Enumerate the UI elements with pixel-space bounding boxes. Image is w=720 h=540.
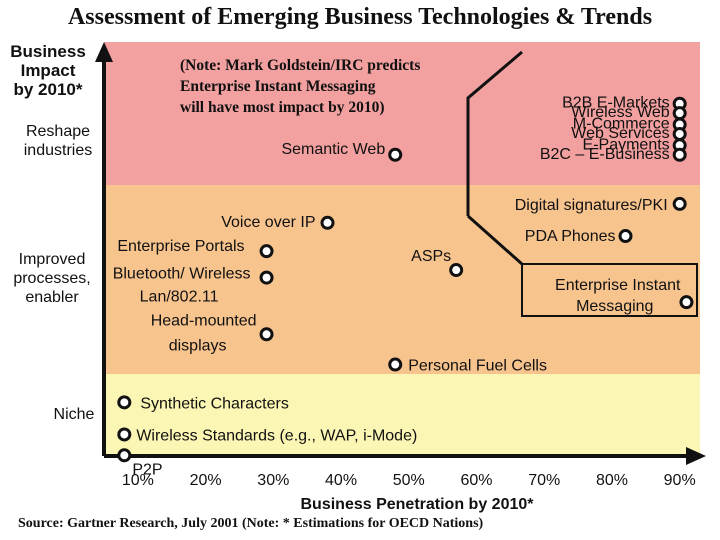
data-point: [259, 327, 274, 342]
data-point: [672, 147, 687, 162]
x-tick-label: 30%: [257, 472, 289, 489]
x-axis-title: Business Penetration by 2010*: [301, 496, 535, 513]
x-tick-label: 60%: [460, 472, 492, 489]
point-label: Lan/802.11: [140, 289, 219, 306]
data-point: [618, 229, 633, 244]
data-point: [672, 196, 687, 211]
data-point: [388, 357, 403, 372]
x-tick-label: 20%: [190, 472, 222, 489]
annotation-note-line: (Note: Mark Goldstein/IRC predicts: [180, 57, 420, 74]
x-tick-label: 10%: [122, 472, 154, 489]
y-category-line: enabler: [25, 289, 79, 306]
point-label: Voice over IP: [221, 214, 315, 231]
y-category-line: Reshape: [25, 123, 91, 140]
point-label: Synthetic Characters: [140, 395, 289, 412]
source-footnote: Source: Gartner Research, July 2001 (Not…: [18, 516, 484, 531]
point-label: Personal Fuel Cells: [408, 358, 547, 375]
y-axis-arrow: [95, 42, 113, 62]
annotation-note-line: Enterprise Instant Messaging: [180, 78, 376, 95]
callout-connector: [467, 214, 523, 266]
point-label: Web Services: [571, 125, 669, 142]
point-label: B2C – E-Business: [540, 146, 670, 163]
x-tick-label: 80%: [596, 472, 628, 489]
point-label: PDA Phones: [525, 228, 616, 245]
y-category-line: industries: [23, 142, 93, 159]
point-label: P2P: [132, 461, 162, 478]
data-point: [259, 244, 274, 259]
point-label: Wireless Web: [571, 104, 669, 121]
point-label: B2B E-Markets: [562, 95, 670, 112]
y-axis-title: Business Impact by 2010*: [2, 42, 94, 99]
y-category-line: Niche: [53, 406, 95, 423]
data-point: [449, 263, 464, 278]
point-label: ASPs: [411, 248, 451, 265]
data-point: [320, 215, 335, 230]
y-category-line: processes,: [13, 270, 91, 287]
band-niche: [104, 374, 700, 456]
y-category-line: Improved: [18, 251, 86, 268]
x-tick-label: 40%: [325, 472, 357, 489]
data-point: [672, 126, 687, 141]
point-label: Bluetooth/ Wireless: [113, 266, 251, 283]
annotation-note-line: will have most impact by 2010): [180, 99, 385, 116]
y-axis-title-line: Business: [10, 42, 86, 61]
x-tick-label: 50%: [393, 472, 425, 489]
y-axis-title-line: by 2010*: [13, 80, 83, 99]
point-label: M-Commerce: [573, 116, 670, 133]
chart-title: Assessment of Emerging Business Technolo…: [67, 4, 653, 30]
x-axis-arrow: [686, 447, 706, 465]
point-label: displays: [169, 337, 227, 354]
data-point: [117, 427, 132, 442]
data-point: [679, 295, 694, 310]
data-point: [672, 106, 687, 121]
callout-connector: [466, 50, 523, 216]
band-reshape: [104, 42, 700, 185]
y-category-improved: Improved processes, enabler: [0, 250, 104, 307]
y-category-niche: Niche: [34, 405, 114, 424]
point-label: Digital signatures/PKI: [515, 197, 668, 214]
band-improved: [104, 185, 700, 374]
data-point: [117, 448, 132, 463]
y-category-reshape: Reshape industries: [2, 122, 114, 160]
point-label: E-Payments: [583, 136, 670, 153]
point-label: Messaging: [576, 298, 653, 315]
point-label: Enterprise Portals: [117, 238, 244, 255]
x-tick-label: 90%: [664, 472, 696, 489]
data-point: [259, 270, 274, 285]
data-point: [388, 147, 403, 162]
data-point: [117, 395, 132, 410]
point-label: Semantic Web: [281, 141, 385, 158]
point-label: Head-mounted: [151, 312, 257, 329]
x-tick-label: 70%: [528, 472, 560, 489]
point-label: Wireless Standards (e.g., WAP, i-Mode): [136, 427, 417, 444]
callout-box: [521, 263, 698, 317]
y-axis-title-line: Impact: [20, 61, 76, 80]
point-label: Enterprise Instant: [555, 277, 681, 294]
